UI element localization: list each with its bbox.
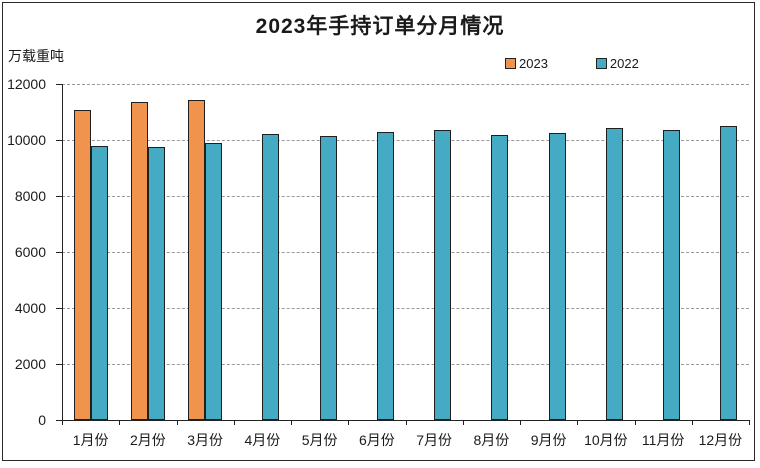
- x-axis-category-label: 10月份: [584, 432, 628, 448]
- x-axis-category-label: 2月份: [129, 432, 166, 448]
- y-axis-line: [62, 84, 63, 420]
- x-axis-tick: [405, 420, 407, 425]
- y-axis-tick-label: 6000: [14, 244, 46, 260]
- plot-area: [62, 84, 749, 421]
- y-axis-tick-label: 10000: [7, 132, 46, 148]
- y-axis-tick: [56, 420, 62, 421]
- bar-2023-1月份: [73, 109, 91, 420]
- x-axis-category-label: 12月份: [698, 432, 743, 448]
- x-axis-category-label: 4月份: [244, 432, 281, 448]
- y-axis-tick-label: 8000: [14, 188, 46, 204]
- y-axis-tick-label: 2000: [14, 356, 46, 372]
- x-axis-category-label: 1月份: [72, 432, 109, 448]
- bar-2022-11月份: [663, 129, 681, 420]
- legend-item-2023: 2023: [505, 56, 548, 71]
- x-axis-tick: [233, 420, 235, 425]
- x-axis-tick: [749, 420, 750, 425]
- x-axis-tick: [577, 420, 579, 425]
- y-axis-tick-label: 4000: [14, 300, 46, 316]
- gridline-10000: [62, 140, 749, 141]
- gridline-2000: [62, 364, 749, 365]
- bar-2023-3月份: [188, 99, 206, 420]
- legend: 2023 2022: [505, 56, 639, 71]
- bar-2022-12月份: [720, 125, 738, 420]
- bar-2022-9月份: [548, 133, 566, 420]
- x-axis-category-label: 5月份: [301, 432, 338, 448]
- bar-2022-8月份: [491, 134, 509, 420]
- bar-2023-2月份: [130, 102, 148, 420]
- gridline-6000: [62, 252, 749, 253]
- legend-swatch-2022: [595, 58, 607, 69]
- x-axis-tick: [691, 420, 693, 425]
- x-axis-tick: [348, 420, 350, 425]
- x-axis-tick: [119, 420, 121, 425]
- y-axis-tick: [56, 84, 62, 85]
- legend-label: 2022: [609, 56, 639, 71]
- y-axis-tick: [56, 364, 62, 365]
- bar-2022-6月份: [376, 132, 394, 420]
- x-axis-tick: [291, 420, 292, 425]
- bar-2022-4月份: [262, 134, 280, 420]
- gridline-12000: [62, 84, 749, 85]
- x-axis-tick: [634, 420, 636, 425]
- bar-2022-7月份: [434, 129, 452, 420]
- y-axis-tick-label: 0: [38, 412, 46, 428]
- bar-2022-1月份: [90, 145, 108, 420]
- y-axis-tick: [56, 252, 62, 253]
- bar-2022-2月份: [147, 147, 165, 420]
- y-axis-tick-label: 12000: [7, 76, 46, 92]
- x-axis-tick: [520, 420, 521, 425]
- chart-title: 2023年手持订单分月情况: [255, 15, 505, 38]
- bar-2022-5月份: [319, 135, 337, 420]
- y-axis-tick: [56, 308, 62, 309]
- gridline-4000: [62, 308, 749, 309]
- x-axis-category-label: 6月份: [358, 432, 395, 448]
- x-axis-category-label: 9月份: [530, 432, 567, 448]
- x-axis-tick: [462, 420, 464, 425]
- x-axis-category-label: 3月份: [187, 432, 224, 448]
- x-axis-tick: [176, 420, 178, 425]
- x-axis-category-label: 8月份: [473, 432, 510, 448]
- y-axis-unit-label: 万载重吨: [8, 48, 64, 64]
- y-axis-tick: [56, 140, 62, 141]
- bar-2022-3月份: [205, 143, 223, 420]
- y-axis-tick: [56, 196, 62, 197]
- legend-item-2022: 2022: [595, 56, 639, 71]
- legend-label: 2023: [519, 56, 548, 71]
- x-axis-category-label: 7月份: [416, 432, 453, 448]
- legend-swatch-2023: [505, 58, 516, 69]
- bar-2022-10月份: [605, 128, 623, 420]
- x-axis-category-label: 11月份: [641, 432, 685, 448]
- x-axis-tick: [62, 420, 63, 425]
- gridline-8000: [62, 196, 749, 197]
